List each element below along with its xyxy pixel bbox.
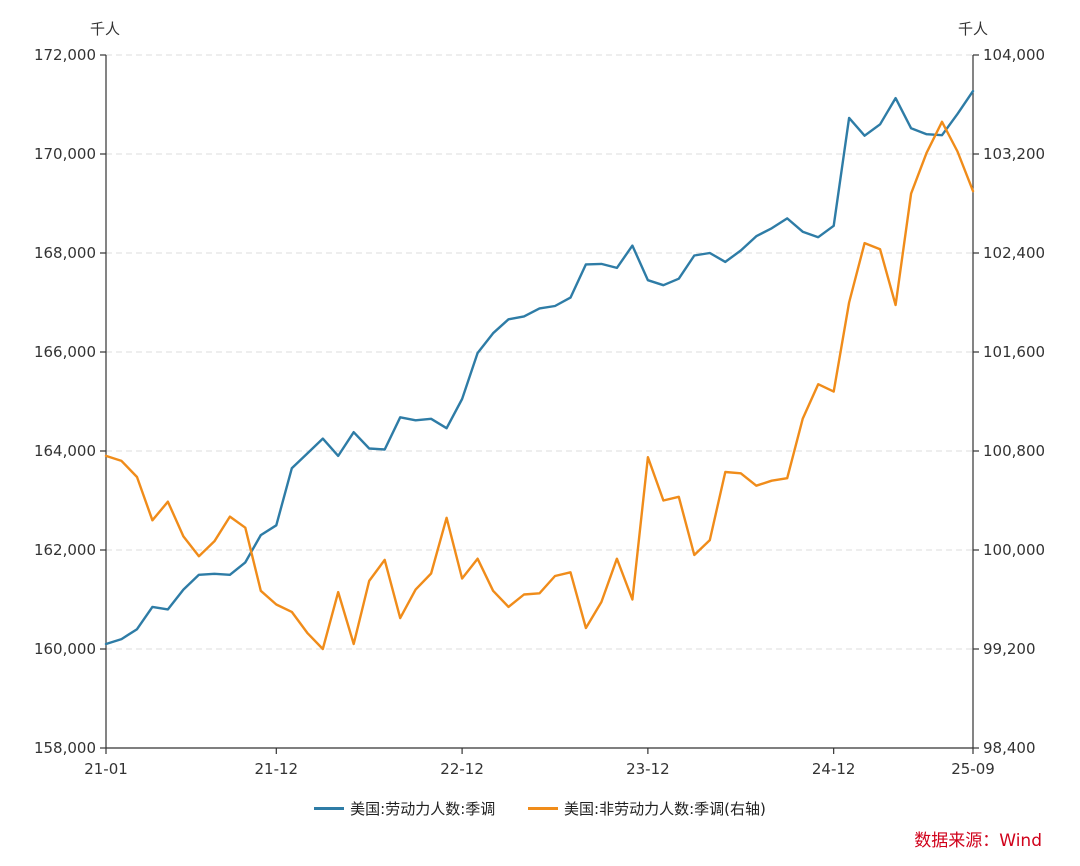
- right-tick-label: 102,400: [983, 244, 1045, 262]
- x-axis-ticks: 21-01 21-12 22-12 23-12 24-12 25-09: [84, 748, 995, 778]
- legend-item-not-in-labor-force[interactable]: 美国:非劳动力人数:季调(右轴): [528, 798, 766, 819]
- right-tick-label: 101,600: [983, 343, 1045, 361]
- left-axis-unit: 千人: [90, 20, 120, 38]
- right-tick-label: 99,200: [983, 640, 1036, 658]
- x-tick-label: 22-12: [440, 760, 484, 778]
- legend-label-labor-force: 美国:劳动力人数:季调: [350, 800, 496, 818]
- left-tick-label: 158,000: [34, 739, 96, 757]
- series-line-labor-force: [104, 89, 975, 646]
- left-tick-label: 166,000: [34, 343, 96, 361]
- left-tick-label: 170,000: [34, 145, 96, 163]
- left-tick-label: 160,000: [34, 640, 96, 658]
- legend-swatch-labor-force: [314, 807, 345, 810]
- x-tick-label: 24-12: [812, 760, 856, 778]
- right-axis-ticks: 98,400 99,200 100,000 100,800 101,600 102,400…: [973, 46, 1045, 757]
- legend-item-labor-force[interactable]: 美国:劳动力人数:季调: [314, 798, 495, 819]
- legend-label-not-in-labor-force: 美国:非劳动力人数:季调(右轴): [564, 800, 766, 818]
- left-tick-label: 162,000: [34, 541, 96, 559]
- right-tick-label: 100,000: [983, 541, 1045, 559]
- left-axis-ticks: 158,000 160,000 162,000 164,000 166,000 168,0…: [34, 46, 106, 757]
- right-axis-unit: 千人: [958, 20, 988, 38]
- gridlines: [106, 54, 973, 650]
- x-tick-label: 23-12: [626, 760, 670, 778]
- legend: 美国:劳动力人数:季调 美国:非劳动力人数:季调(右轴): [0, 796, 1080, 819]
- right-tick-label: 104,000: [983, 46, 1045, 64]
- left-tick-label: 168,000: [34, 244, 96, 262]
- line-chart: 千人 千人 158,000 160,000 162,000 164,000 166,00…: [34, 20, 1045, 778]
- series-lines: [104, 89, 975, 651]
- x-tick-label: 21-01: [84, 760, 128, 778]
- series-line-not-in-labor-force: [104, 120, 975, 651]
- data-source-note: 数据来源：Wind: [914, 831, 1042, 851]
- right-tick-label: 103,200: [983, 145, 1045, 163]
- right-tick-label: 100,800: [983, 442, 1045, 460]
- x-tick-label: 21-12: [255, 760, 299, 778]
- legend-swatch-not-in-labor-force: [528, 807, 559, 810]
- x-tick-label: 25-09: [951, 760, 995, 778]
- left-tick-label: 164,000: [34, 442, 96, 460]
- right-tick-label: 98,400: [983, 739, 1036, 757]
- left-tick-label: 172,000: [34, 46, 96, 64]
